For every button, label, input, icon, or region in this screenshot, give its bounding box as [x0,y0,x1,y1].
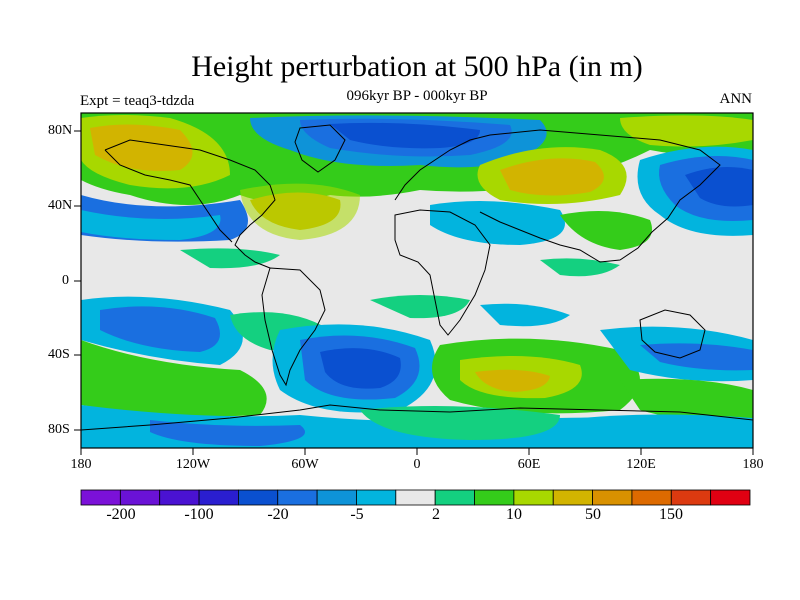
colorbar-swatch [119,489,161,506]
colorbar-label: -5 [350,506,364,523]
east-asia-positive [560,211,652,250]
colorbar-label: -100 [184,506,214,523]
natlantic-high-outer [240,183,360,240]
colorbar-swatch [710,489,751,506]
subtitle: 096kyr BP - 000kyr BP [346,88,488,104]
colorbar-swatch [238,489,279,506]
colorbar-swatch [356,489,397,506]
lon-tick-label: 120W [175,457,211,472]
lon-tick-label: 180 [742,457,764,472]
australia-coast [639,309,706,359]
tropical-atlantic-positive [370,295,470,319]
antarctic-low-core [150,420,305,446]
ne-pacific-low-edge [81,210,221,240]
colorbar-swatch [670,489,712,506]
south-pacific-low-core [100,306,220,352]
lon-tick-label: 60W [291,457,319,472]
tropical-indian-negative [480,303,570,327]
page-title: Height perturbation at 500 hPa (in m) [191,50,643,83]
colorbar-swatch [159,489,200,506]
siberia-high [620,115,753,147]
colorbar-swatch [631,489,672,506]
south-pacific-positive [81,340,267,417]
colorbar-swatch [395,489,436,506]
satlantic-low-core [320,348,401,389]
npacific-low-core [685,166,753,207]
sindian-high-core [475,369,550,392]
colorbar-swatch [434,489,475,506]
lat-tick-label: 80S [48,422,70,437]
colorbar-swatch [198,489,239,506]
experiment-label: Expt = teaq3-tdzda [80,93,195,109]
lon-tick-label: 0 [413,457,421,472]
contour-field [81,113,753,448]
alaska-high-core [90,124,193,171]
greenland-coast [294,124,346,173]
lon-tick-label: 60E [517,457,541,472]
colorbar-label: -20 [267,506,289,523]
north-america-west-coast [104,149,233,243]
colorbar-swatch [592,489,633,506]
axis-ticks [74,130,754,455]
lat-tick-label: 40N [48,198,73,213]
south-america-coast [261,267,326,387]
asia-high-core [500,158,604,196]
north-america-coast [104,139,276,269]
lat-tick-label: 0 [62,273,69,288]
south-tasman-positive [620,378,753,422]
colorbar-label: -200 [106,506,136,523]
europe-coast [394,134,491,201]
lon-tick-label: 120E [626,457,656,472]
colorbar-swatch [474,489,515,506]
asia-coast [479,129,721,263]
indian-ocean-positive [540,258,620,277]
season-label: ANN [719,91,753,107]
colorbar-swatch [552,489,593,506]
coastlines [81,124,753,431]
colorbar-label: 10 [506,506,522,523]
lat-tick-label: 80N [48,123,73,138]
africa-coast [394,209,491,336]
colorbar-swatch [80,489,121,506]
colorbar-label: 2 [432,506,440,523]
colorbar-swatch [277,489,318,506]
lon-tick-label: 180 [70,457,92,472]
tropical-east-pacific [180,248,280,269]
arctic-low-core [330,122,480,149]
colorbar-label: 150 [659,506,683,523]
lat-tick-label: 40S [48,347,70,362]
colorbar-label: 50 [585,506,601,523]
colorbar [80,489,751,506]
colorbar-swatch [316,489,357,506]
antarctic-positive [360,406,560,440]
antarctic-east-low [560,414,753,448]
australia-low-core [640,343,753,371]
colorbar-swatch [513,489,554,506]
antarctica-coast [81,404,753,431]
